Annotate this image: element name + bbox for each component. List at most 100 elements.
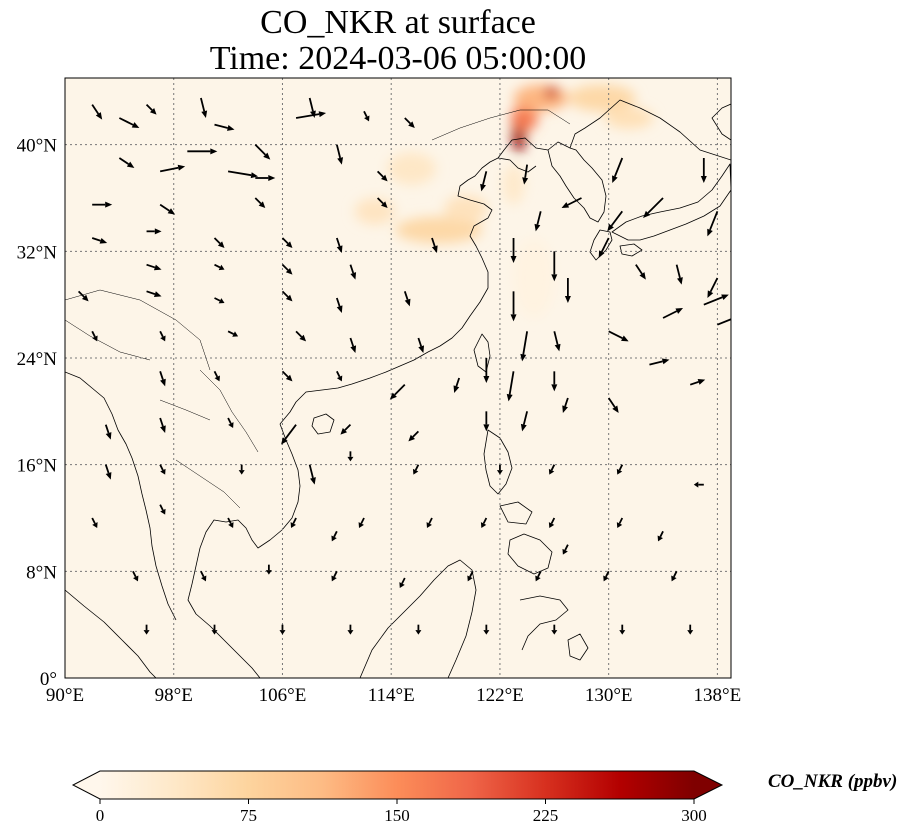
wind-arrow [159, 417, 166, 433]
wind-arrow [265, 564, 272, 575]
wind-arrow [480, 517, 488, 528]
wind-arrow [281, 290, 293, 302]
wind-arrow [335, 297, 343, 313]
wind-arrow [643, 197, 664, 218]
wind-arrow [717, 318, 731, 326]
wind-arrow [520, 411, 528, 432]
co-plume [544, 87, 559, 98]
wind-arrow [649, 358, 670, 366]
coastline-liaodong [497, 157, 537, 173]
wind-arrow [214, 123, 235, 131]
lon-tick-label: 106°E [259, 685, 307, 706]
wind-arrow [91, 330, 98, 342]
wind-arrow [104, 464, 112, 480]
wind-arrow [619, 624, 626, 635]
wind-arrow [227, 417, 234, 428]
wind-arrow [548, 464, 556, 475]
wind-arrow [520, 331, 529, 362]
wind-arrow [671, 570, 678, 582]
wind-arrow [551, 371, 558, 392]
wind-arrow [553, 331, 561, 352]
wind-arrow [415, 624, 422, 635]
wind-arrow [561, 197, 582, 208]
lat-tick-label: 16°N [17, 456, 58, 477]
co-plume [513, 84, 568, 112]
wind-arrow [211, 624, 218, 635]
map-title-line2: Time: 2024-03-06 05:00:00 [209, 40, 587, 77]
co-plume [502, 164, 525, 205]
wind-arrow [431, 237, 438, 253]
coastline-shikoku [619, 243, 643, 257]
co-plume [604, 107, 654, 129]
lon-tick-label: 130°E [585, 685, 633, 706]
wind-arrow [227, 330, 239, 337]
coastline-visayas [499, 501, 533, 525]
wind-arrow [417, 337, 425, 353]
coastline-hokkaido [711, 103, 731, 141]
wind-arrow [227, 170, 259, 179]
wind-arrow [426, 517, 433, 528]
wind-arrow [132, 570, 139, 582]
coastline-indochina [187, 423, 301, 678]
co-plume [513, 238, 555, 318]
wind-arrow [689, 379, 706, 386]
wind-arrow [603, 570, 610, 582]
wind-arrow [347, 451, 354, 462]
wind-arrow [91, 237, 108, 244]
wind-arrow [159, 371, 166, 387]
map-frame [64, 77, 732, 679]
colorbar-body [100, 771, 694, 799]
lon-tick-label: 138°E [694, 685, 742, 706]
coastline-halmahera [567, 633, 589, 661]
colorbar-tick-label: 300 [681, 806, 707, 825]
wind-arrow [612, 157, 624, 183]
wind-arrow [308, 97, 316, 118]
wind-arrow [213, 370, 220, 382]
co-plume [354, 198, 396, 225]
co-plume [510, 104, 538, 132]
wind-arrow [143, 624, 150, 635]
longitude-tick-labels: 90°E 98°E 106°E 114°E 122°E 130°E 138°E [46, 685, 741, 706]
wind-arrow [510, 238, 517, 263]
border-lines [65, 109, 571, 509]
wind-arrow [376, 197, 388, 208]
wind-arrow [331, 570, 338, 582]
wind-arrow [254, 197, 266, 208]
wind-arrow [331, 530, 338, 542]
wind-arrow [254, 144, 271, 160]
colorbar-max-extension [694, 771, 722, 799]
gridlines [65, 78, 731, 678]
wind-arrow [159, 504, 166, 515]
wind-arrow [703, 294, 729, 306]
wind-arrow [349, 337, 357, 353]
wind-arrow [404, 117, 415, 128]
coastline-mindanao [507, 533, 553, 575]
wind-arrow [693, 481, 704, 488]
wind-arrow [187, 148, 218, 155]
wind-arrow [707, 210, 719, 237]
wind-arrow [608, 330, 629, 342]
co-plume [387, 152, 437, 185]
wind-arrow [745, 361, 755, 371]
wind-arrow [290, 517, 297, 528]
wind-arrow [496, 464, 503, 475]
wind-arrow [483, 624, 490, 635]
coastline-kyushu [589, 229, 613, 261]
wind-arrow [607, 210, 623, 232]
wind-arrow [77, 290, 89, 302]
coastline-borneo [359, 559, 477, 678]
lon-tick-label: 122°E [476, 685, 524, 706]
wind-arrow [118, 117, 140, 128]
lon-tick-label: 114°E [368, 685, 415, 706]
wind-arrow [308, 464, 316, 485]
lat-tick-label: 0° [40, 669, 57, 690]
wind-arrow [200, 97, 208, 118]
wind-arrow [281, 370, 293, 382]
wind-arrow [145, 104, 157, 115]
wind-arrow [548, 517, 556, 528]
wind-arrow [598, 237, 610, 258]
wind-arrow [483, 411, 490, 432]
wind-arrow [227, 517, 234, 528]
wind-arrow [349, 264, 357, 280]
coastline-sumatra [65, 589, 157, 678]
